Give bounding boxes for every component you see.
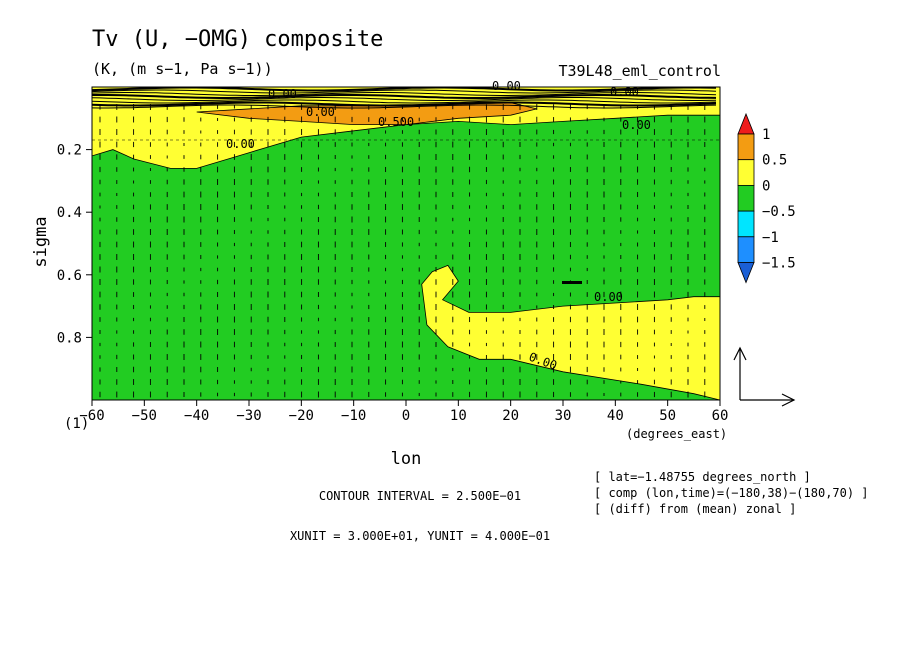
x-tick-label: −30	[236, 408, 261, 424]
vector-field	[99, 104, 706, 398]
colorbar-label: 0	[762, 178, 770, 194]
contour-line	[92, 97, 717, 101]
x-tick-label: 40	[607, 408, 624, 424]
contour-line	[92, 94, 717, 99]
colorbar-top-cap	[737, 112, 755, 135]
x-tick-label: 60	[712, 408, 729, 424]
contour-label: 0.00	[492, 79, 521, 93]
y-tick-label: 0.2	[57, 143, 82, 159]
units-note: XUNIT = 3.000E+01, YUNIT = 4.000E−01	[290, 529, 550, 543]
reference-vector	[733, 346, 796, 407]
contour-label: 0.500	[378, 115, 414, 129]
y-axis: 0.2 0.4 0.6 0.8	[57, 143, 92, 346]
x-tick-label: 50	[659, 408, 676, 424]
chart-units: (K, (m s−1, Pa s−1))	[92, 60, 273, 78]
x-tick-label: −50	[132, 408, 157, 424]
y-tick-label: 0.4	[57, 205, 82, 221]
plot-area	[92, 87, 720, 400]
x-tick-label: −40	[184, 408, 209, 424]
contour-line	[92, 104, 717, 109]
x-tick-label: 0	[402, 408, 410, 424]
colorbar: 1 0.5 0 −0.5 −1 −1.5	[737, 112, 796, 284]
x-tick-label: 30	[555, 408, 572, 424]
x-tick-label: 20	[502, 408, 519, 424]
x-tick-label: −60	[79, 408, 104, 424]
contour-interval: CONTOUR INTERVAL = 2.500E−01	[319, 489, 521, 503]
contour-labels: 0.00 0.00 0.00 0.500 0.00 0.00 0.00 0.00…	[226, 79, 651, 373]
diff-info: [ (diff) from (mean) zonal ]	[594, 502, 796, 516]
x-tick-label: −20	[289, 408, 314, 424]
y-axis-label: sigma	[31, 216, 51, 267]
colorbar-segment	[737, 159, 755, 186]
contour-label: 0.00	[622, 118, 651, 132]
comp-info: [ comp (lon,time)=(−180,38)−(180,70) ]	[594, 486, 869, 500]
y-origin-label: (1)	[64, 416, 89, 432]
x-axis: −60 −50 −40 −30 −20 −10 0 10 20 30 40 50 60	[79, 400, 728, 424]
contour-label: 0.00	[610, 85, 639, 99]
contour-label: 0.00	[306, 105, 335, 119]
contour-line	[92, 101, 717, 107]
x-tick-label: −10	[341, 408, 366, 424]
x-units: (degrees_east)	[626, 427, 727, 441]
colorbar-bottom-cap	[737, 262, 755, 284]
colorbar-segment	[737, 236, 755, 263]
colorbar-label: −1	[762, 230, 779, 246]
x-axis-label: lon	[391, 449, 422, 469]
colorbar-label: 0.5	[762, 153, 787, 169]
contour-line	[92, 99, 717, 104]
contour-line	[92, 89, 717, 94]
colorbar-label: 1	[762, 127, 770, 143]
colorbar-label: −1.5	[762, 256, 796, 272]
contour-label: 0.00	[226, 137, 255, 151]
run-id: T39L48_eml_control	[558, 62, 721, 80]
lat-info: [ lat=−1.48755 degrees_north ]	[594, 470, 811, 484]
y-tick-label: 0.6	[57, 268, 82, 284]
y-tick-label: 0.8	[57, 330, 82, 346]
colorbar-label: −0.5	[762, 204, 796, 220]
contour-label: 0.00	[594, 290, 623, 304]
colorbar-segment	[737, 184, 755, 212]
x-tick-label: 10	[450, 408, 467, 424]
colorbar-segment	[737, 133, 755, 161]
contour-fragment	[562, 281, 582, 284]
contour-label: 0.00	[268, 87, 297, 101]
colorbar-segment	[737, 210, 755, 238]
contour-line	[92, 92, 717, 96]
chart-title: Tv (U, −OMG) composite	[92, 27, 383, 52]
